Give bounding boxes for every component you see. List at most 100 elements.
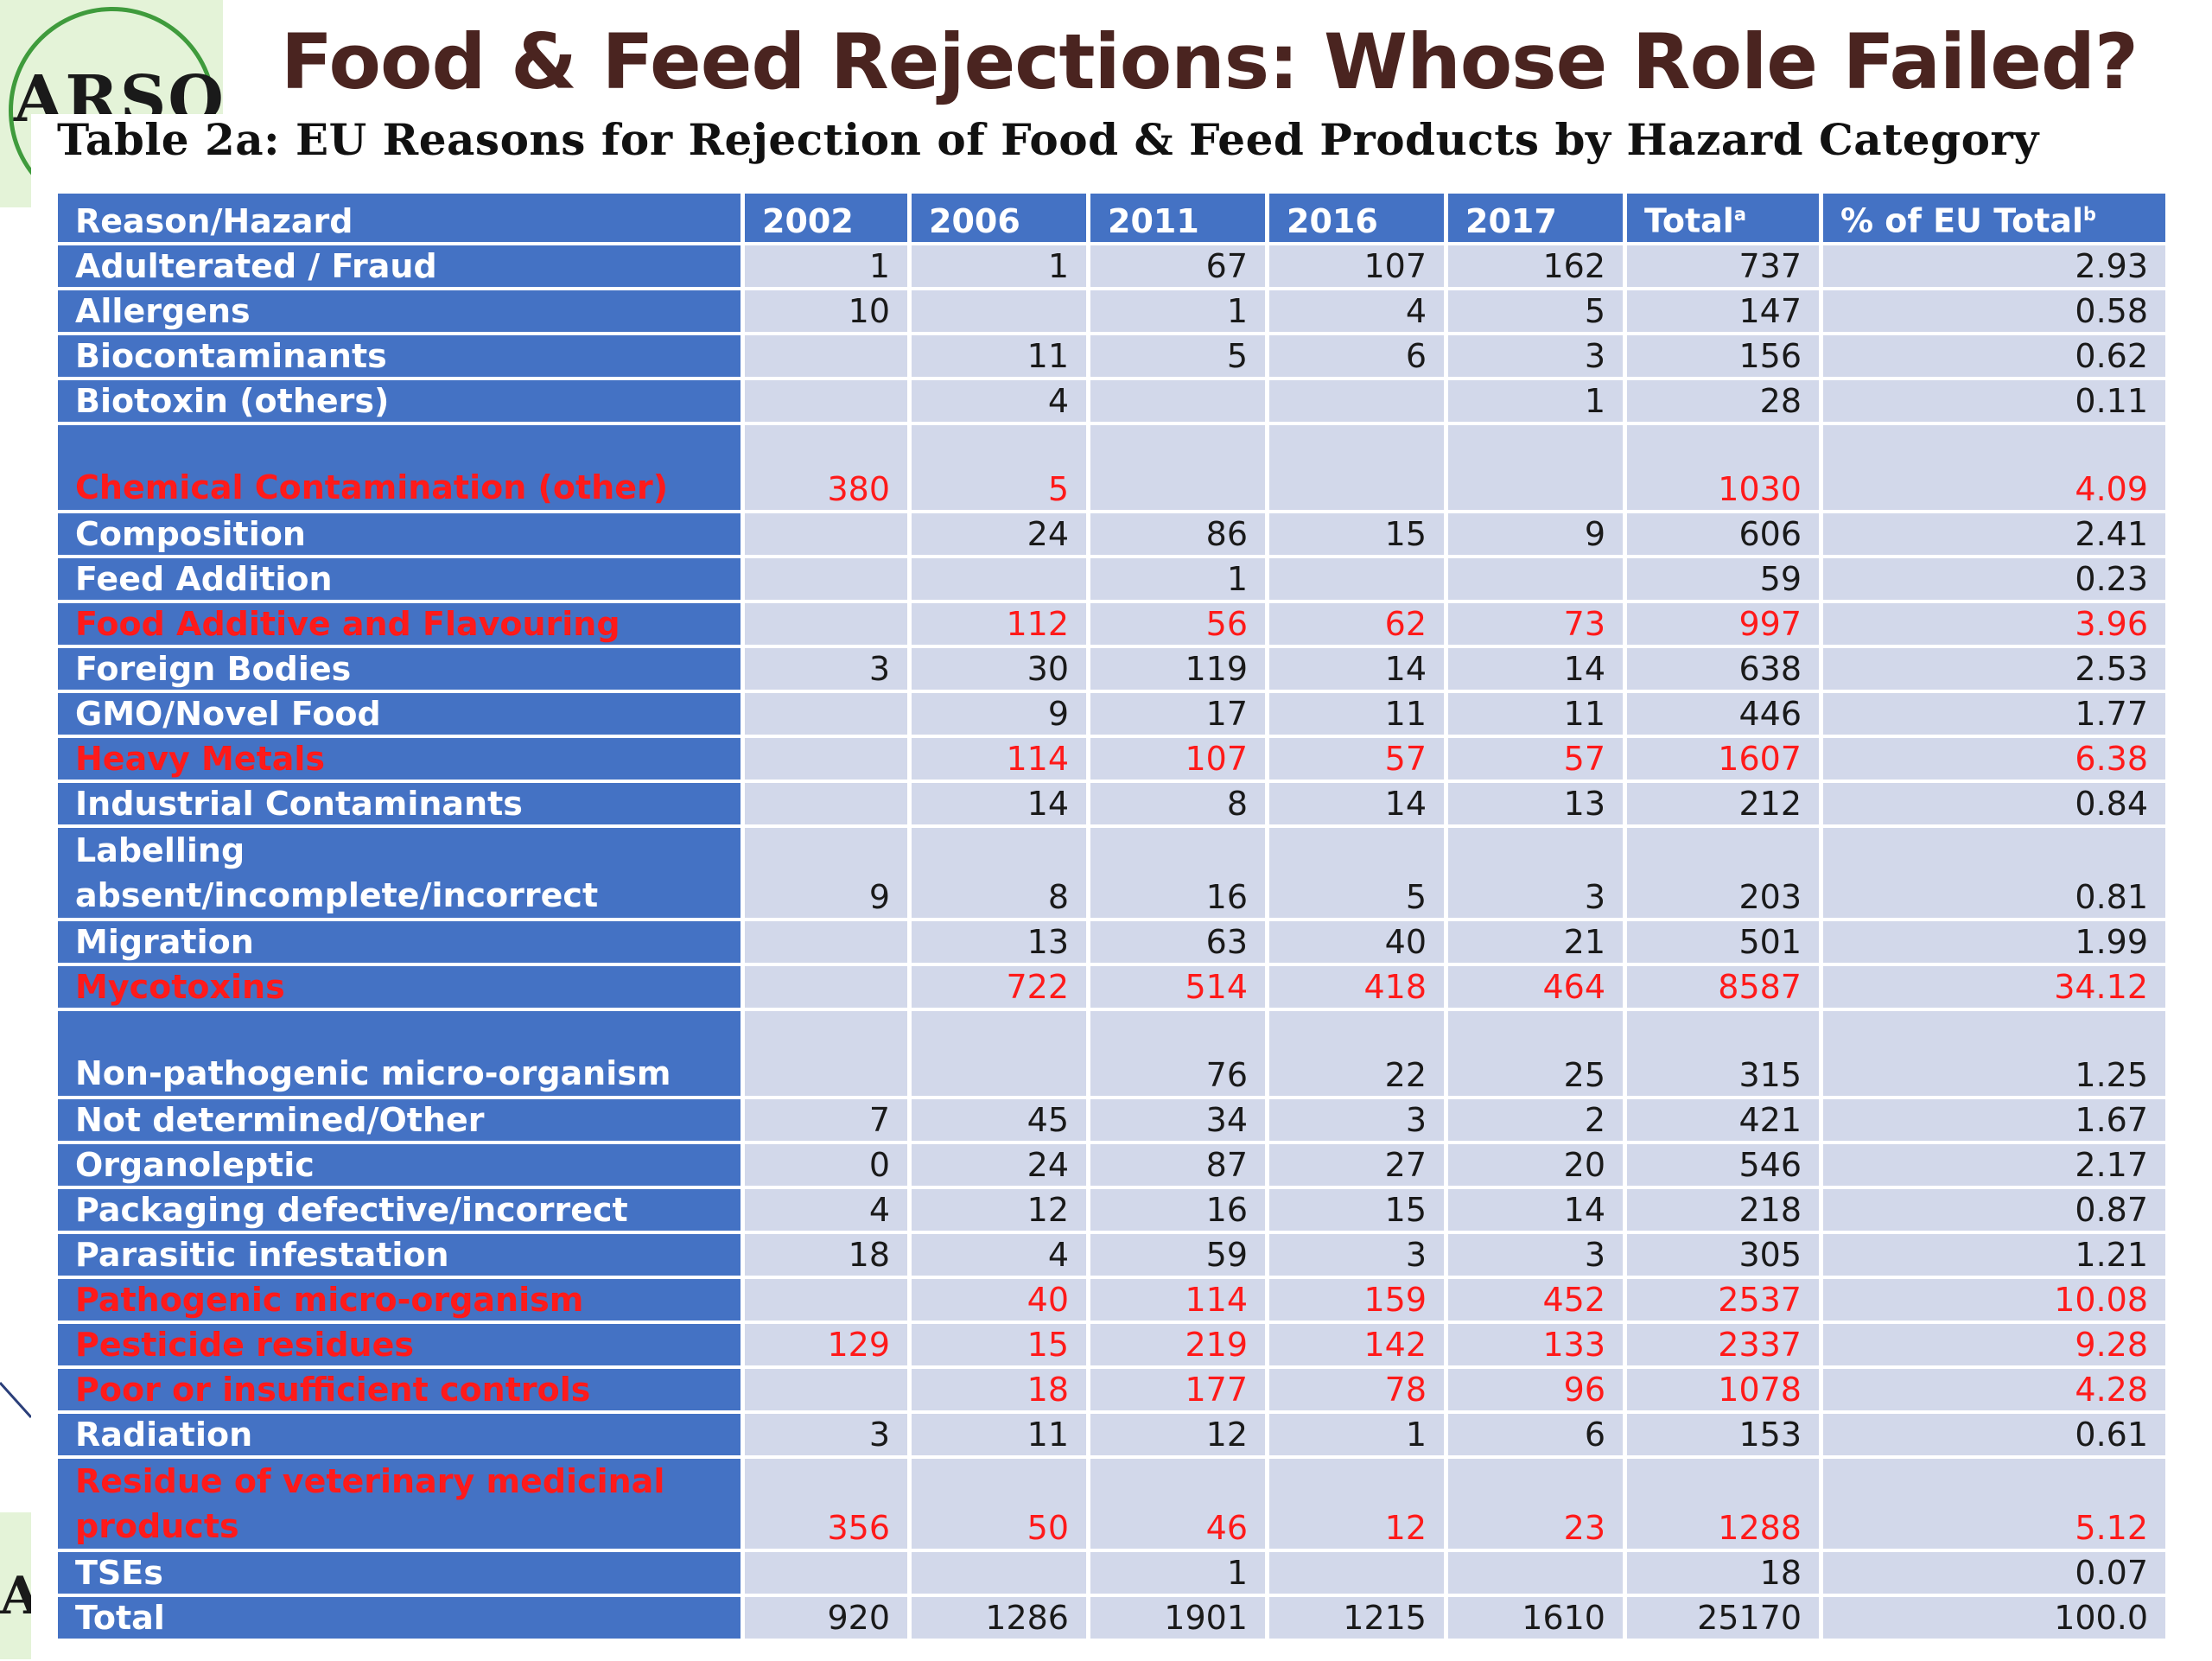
- table-cell: [1269, 557, 1444, 600]
- table-cell: 30: [912, 647, 1086, 690]
- table-row: Residue of veterinary medicinal products…: [58, 1458, 2165, 1549]
- table-cell: 3.96: [1823, 602, 2165, 645]
- table-cell: 2.17: [1823, 1143, 2165, 1186]
- table-cell: 162: [1448, 245, 1623, 287]
- table-row: Chemical Contamination (other) 380 5 1030 4.…: [58, 424, 2165, 510]
- row-label: Poor or insufficient controls: [58, 1368, 741, 1410]
- table-row: Non-pathogenic micro-organism 76 22 25 315 1.…: [58, 1010, 2165, 1096]
- table-cell: 107: [1090, 737, 1265, 780]
- table-cell: 24: [912, 1143, 1086, 1186]
- table-cell: [1448, 424, 1623, 510]
- table-cell: [745, 920, 907, 963]
- row-label: Biocontaminants: [58, 334, 741, 377]
- table-cell: 3: [745, 1413, 907, 1455]
- table-row: Parasitic infestation 18 4 59 3 3 305 1.21: [58, 1233, 2165, 1276]
- table-cell: 3: [1448, 1233, 1623, 1276]
- table-row: Poor or insufficient controls 18 177 78 96 10…: [58, 1368, 2165, 1410]
- table-cell: [745, 1278, 907, 1321]
- table-cell: 356: [745, 1458, 907, 1549]
- table-cell: 10: [745, 290, 907, 332]
- table-cell: 56: [1090, 602, 1265, 645]
- table-cell: 45: [912, 1098, 1086, 1141]
- table-cell: 305: [1627, 1233, 1819, 1276]
- table-cell: 0: [745, 1143, 907, 1186]
- table-cell: [745, 965, 907, 1008]
- table-total-row: Total 920 1286 1901 1215 1610 25170 100.0: [58, 1596, 2165, 1639]
- row-label: Composition: [58, 512, 741, 555]
- table-cell: 159: [1269, 1278, 1444, 1321]
- row-label: Food Additive and Flavouring: [58, 602, 741, 645]
- table-cell: 203: [1627, 827, 1819, 918]
- column-header: % of EU Totalb: [1823, 194, 2165, 242]
- row-label: Parasitic infestation: [58, 1233, 741, 1276]
- table-cell: 14: [1269, 647, 1444, 690]
- table-cell: 107: [1269, 245, 1444, 287]
- table-cell: 737: [1627, 245, 1819, 287]
- table-cell: 1: [1448, 379, 1623, 422]
- row-label: Not determined/Other: [58, 1098, 741, 1141]
- table-cell: 18: [745, 1233, 907, 1276]
- table-cell: 63: [1090, 920, 1265, 963]
- table-cell: 147: [1627, 290, 1819, 332]
- slide-title: Food & Feed Rejections: Whose Role Faile…: [281, 17, 2139, 106]
- table-cell: 114: [912, 737, 1086, 780]
- table-cell: 14: [912, 782, 1086, 824]
- table-cell: 5.12: [1823, 1458, 2165, 1549]
- table-cell: 100.0: [1823, 1596, 2165, 1639]
- table-row: Foreign Bodies 3 30 119 14 14 638 2.53: [58, 647, 2165, 690]
- table-cell: 13: [1448, 782, 1623, 824]
- row-label: GMO/Novel Food: [58, 692, 741, 735]
- table-cell: 6.38: [1823, 737, 2165, 780]
- row-label: Chemical Contamination (other): [58, 424, 741, 510]
- table-row: TSEs 1 18 0.07: [58, 1551, 2165, 1594]
- table-row: GMO/Novel Food 9 17 11 11 446 1.77: [58, 692, 2165, 735]
- table-row: Allergens 10 1 4 5 147 0.58: [58, 290, 2165, 332]
- table-cell: 25170: [1627, 1596, 1819, 1639]
- table-cell: 3: [745, 647, 907, 690]
- table-cell: 4: [912, 379, 1086, 422]
- table-header-row: Reason/Hazard 2002 2006 2011 2016 2017 Totala%…: [58, 194, 2165, 242]
- table-cell: 14: [1448, 1188, 1623, 1231]
- table-cell: 8: [912, 827, 1086, 918]
- row-label: Non-pathogenic micro-organism: [58, 1010, 741, 1096]
- table-title: Table 2a: EU Reasons for Rejection of Fo…: [57, 114, 2039, 165]
- table-cell: 10.08: [1823, 1278, 2165, 1321]
- table-cell: 4.28: [1823, 1368, 2165, 1410]
- table-cell: [745, 1368, 907, 1410]
- table-cell: 452: [1448, 1278, 1623, 1321]
- table-cell: 1901: [1090, 1596, 1265, 1639]
- table-cell: 156: [1627, 334, 1819, 377]
- table-cell: [1090, 379, 1265, 422]
- column-header: 2016: [1269, 194, 1444, 242]
- table-cell: 11: [1269, 692, 1444, 735]
- row-label: Biotoxin (others): [58, 379, 741, 422]
- column-header-label: Reason/Hazard: [75, 201, 353, 240]
- column-header-label: Total: [1644, 201, 1734, 240]
- table-cell: 4: [912, 1233, 1086, 1276]
- table-cell: 22: [1269, 1010, 1444, 1096]
- table-cell: [745, 737, 907, 780]
- table-cell: 421: [1627, 1098, 1819, 1141]
- table-cell: 1: [1090, 557, 1265, 600]
- column-header-label: % of EU Total: [1840, 201, 2084, 240]
- column-header-label: 2016: [1287, 201, 1378, 240]
- table-cell: 315: [1627, 1010, 1819, 1096]
- table-cell: [912, 290, 1086, 332]
- table-cell: [1269, 424, 1444, 510]
- table-cell: 6: [1448, 1413, 1623, 1455]
- table-cell: 8587: [1627, 965, 1819, 1008]
- table-cell: 142: [1269, 1323, 1444, 1365]
- table-cell: 4.09: [1823, 424, 2165, 510]
- table-cell: 9: [1448, 512, 1623, 555]
- table-cell: 8: [1090, 782, 1265, 824]
- table-cell: 501: [1627, 920, 1819, 963]
- table-cell: 20: [1448, 1143, 1623, 1186]
- table-row: Not determined/Other 7 45 34 3 2 421 1.67: [58, 1098, 2165, 1141]
- table-cell: 4: [1269, 290, 1444, 332]
- table-cell: 997: [1627, 602, 1819, 645]
- table-cell: [1269, 379, 1444, 422]
- rejections-table: Reason/Hazard 2002 2006 2011 2016 2017 Totala%…: [54, 190, 2170, 1642]
- table-cell: 1078: [1627, 1368, 1819, 1410]
- table-row: Pathogenic micro-organism 40 114 159 452 2537…: [58, 1278, 2165, 1321]
- table-cell: 638: [1627, 647, 1819, 690]
